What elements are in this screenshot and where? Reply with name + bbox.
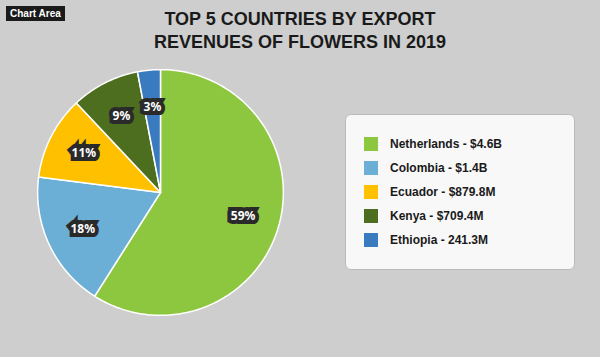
- svg-text:59%: 59%: [231, 207, 256, 224]
- html-text:Netherlands - $4.6B: Netherlands - $4.6B: [390, 137, 502, 151]
- html-text:Ethiopia - 241.3M: Ethiopia - 241.3M: [390, 233, 488, 247]
- html-text:Ecuador - $879.8M: Ecuador - $879.8M: [390, 185, 496, 199]
- svg-text:9%: 9%: [113, 107, 131, 124]
- html-text:Kenya - $709.4M: Kenya - $709.4M: [390, 209, 484, 223]
- svg-text:3%: 3%: [144, 98, 162, 115]
- html-text:TOP 5 COUNTRIES BY EXPORT REVE: TOP 5 COUNTRIES BY EXPORT REVENUES OF FL…: [154, 9, 446, 52]
- html-text:Colombia - $1.4B: Colombia - $1.4B: [390, 161, 488, 175]
- svg-text:18%: 18%: [70, 220, 95, 237]
- html-text:Chart Area: Chart Area: [10, 8, 61, 19]
- svg-text:11%: 11%: [72, 144, 97, 161]
